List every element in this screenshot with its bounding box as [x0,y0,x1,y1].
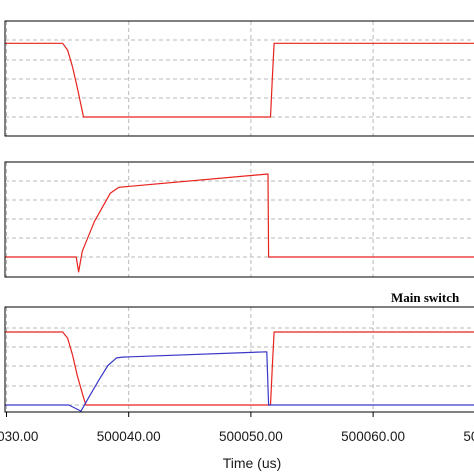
panel-1 [4,20,474,137]
panel-2-grid [5,162,474,277]
panel-1-frame [4,20,474,137]
panel-3: Main switch [4,290,474,413]
x-axis: 500030.00 500040.00 500050.00 500060.00 5000… [0,412,474,444]
x-axis-title: Time (us) [223,455,282,471]
x-tick-label: 500050.00 [219,429,283,444]
x-tick-label: 500040.00 [97,429,161,444]
panel-2-series [5,173,474,273]
panel-3-frame [4,306,474,413]
series-line-1 [5,173,474,273]
series-line-2 [5,351,474,412]
x-tick-label: 500030.00 [0,429,38,444]
x-tick-label: 500060.00 [341,429,405,444]
panel-1-series [5,42,474,118]
panel-2 [4,161,474,278]
panel-3-annotation: Main switch [391,290,460,305]
series-line-1 [5,42,474,118]
panel-3-series [5,331,474,412]
panel-3-grid [5,307,474,412]
series-line-1 [5,331,474,406]
panel-2-frame [4,161,474,278]
x-tick-label: 500070.00 [463,429,474,444]
